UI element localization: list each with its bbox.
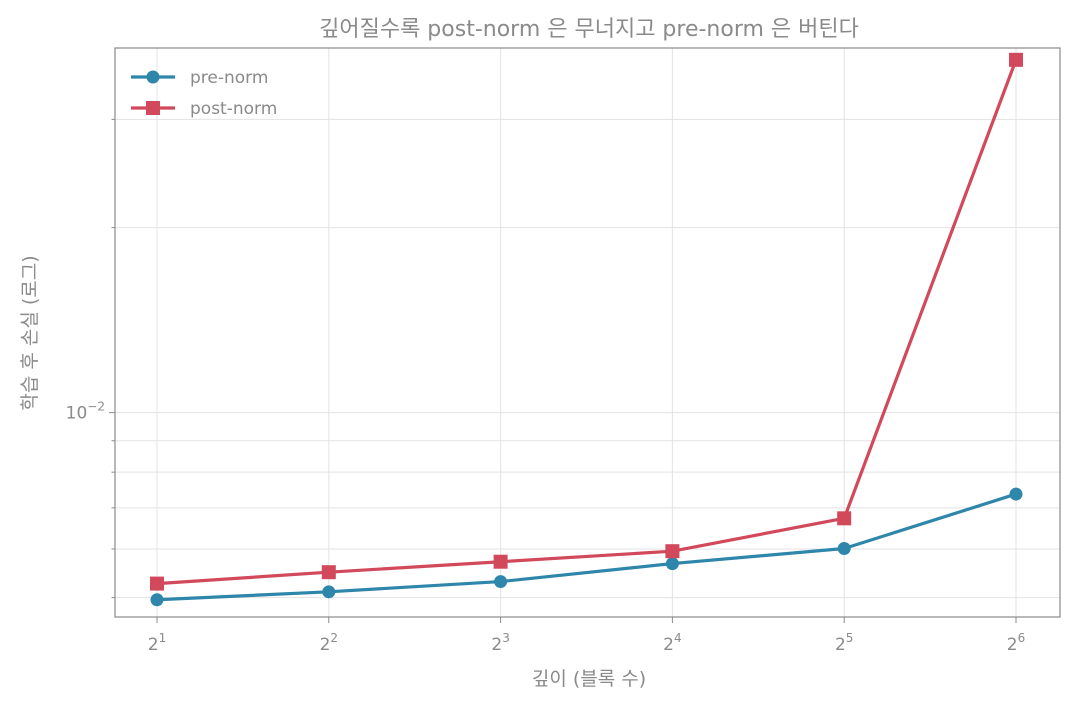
x-tick-exponent: 3 xyxy=(502,631,510,645)
pre-norm-point xyxy=(1009,487,1023,501)
post-norm-point xyxy=(321,565,336,580)
pre-norm-point xyxy=(665,557,679,571)
post-norm-point xyxy=(150,576,164,591)
x-tick-base: 2 xyxy=(663,635,674,655)
x-tick-exponent: 5 xyxy=(846,631,854,645)
post-norm-line xyxy=(155,58,1018,586)
x-tick-exponent: 1 xyxy=(159,631,167,645)
y-tick-exponent: −2 xyxy=(87,400,105,414)
x-tick-label: 21 xyxy=(148,631,166,655)
x-tick-exponent: 6 xyxy=(1018,631,1026,645)
x-tick-label: 26 xyxy=(1007,631,1025,655)
post-norm-point xyxy=(665,544,680,559)
x-tick-label: 22 xyxy=(320,631,338,655)
plot-frame xyxy=(114,47,1061,618)
x-tick-label: 25 xyxy=(835,631,853,655)
chart-title: 깊어질수록 post-norm 은 무너지고 pre-norm 은 버틴다 xyxy=(319,17,859,42)
legend-post-norm-label: post-norm xyxy=(190,99,277,119)
x-tick-exponent: 2 xyxy=(330,631,338,645)
x-tick-base: 2 xyxy=(491,635,502,655)
x-tick-exponent: 4 xyxy=(674,631,682,645)
legend: pre-norm post-norm xyxy=(131,68,277,119)
x-axis-label: 깊이 (블록 수) xyxy=(532,668,646,690)
pre-norm-point xyxy=(837,542,851,556)
post-norm-point xyxy=(493,554,508,569)
pre-norm-point xyxy=(494,575,508,589)
y-tick-label: 10−2 xyxy=(66,400,105,424)
legend-post-norm-marker xyxy=(146,101,160,115)
series-layer xyxy=(150,52,1023,607)
post-norm-point xyxy=(1009,52,1023,67)
x-tick-base: 2 xyxy=(320,635,331,655)
x-tick-label: 23 xyxy=(491,631,509,655)
x-tick-base: 2 xyxy=(1007,635,1018,655)
y-tick-base: 10 xyxy=(66,404,88,424)
x-tick-base: 2 xyxy=(148,635,159,655)
legend-pre-norm-label: pre-norm xyxy=(190,68,268,88)
x-tick-label: 24 xyxy=(663,631,681,655)
grid xyxy=(115,48,1060,617)
post-norm-point xyxy=(837,511,852,526)
legend-pre-norm-marker xyxy=(146,70,160,84)
pre-norm-line xyxy=(155,492,1018,602)
pre-norm-point xyxy=(322,585,336,599)
pre-norm-point xyxy=(150,593,164,607)
x-tick-base: 2 xyxy=(835,635,846,655)
y-axis-label: 학습 후 손실 (로그) xyxy=(19,255,41,410)
